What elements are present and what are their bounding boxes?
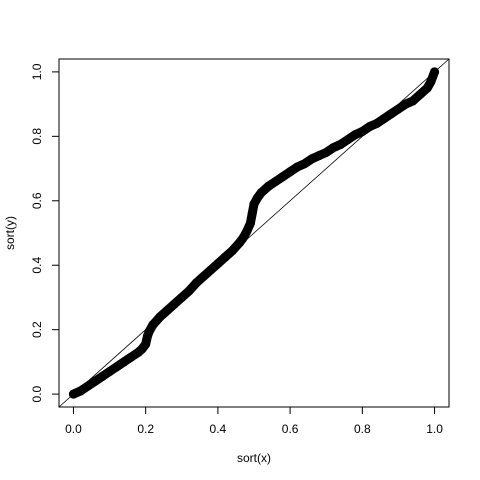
point [83,381,93,391]
point [393,104,403,114]
point [343,135,353,145]
point [307,154,317,164]
x-tick-label: 1.0 [426,422,443,436]
point [97,371,107,381]
point [365,122,375,132]
point [191,278,201,288]
point [256,188,266,198]
point [141,339,151,349]
point [184,286,194,296]
point [350,130,360,140]
point [357,127,367,136]
point [105,367,115,377]
point [430,67,440,77]
point [247,209,257,219]
y-tick-label: 0.2 [30,321,44,338]
point [126,352,136,362]
point [300,159,310,169]
x-tick-label: 0.2 [137,422,154,436]
point [206,265,216,275]
point [328,143,338,153]
y-tick-label: 0.6 [30,192,44,209]
y-tick-label: 0.4 [30,257,44,274]
y-tick-label: 0.8 [30,128,44,145]
point [162,305,172,315]
point [321,147,331,157]
plot-box [58,58,450,408]
point [213,259,223,269]
point [227,246,237,256]
x-tick-label: 0.4 [210,422,227,436]
point [292,162,302,172]
x-axis-label: sort(x) [237,451,271,465]
point [386,109,396,119]
y-tick-label: 0.0 [30,385,44,402]
x-tick-label: 0.8 [354,422,371,436]
point [76,386,86,396]
point [401,99,411,109]
point [90,376,100,386]
x-tick-label: 0.6 [282,422,299,436]
point [112,362,122,372]
point [271,176,281,186]
point [119,357,129,367]
x-tick-label: 0.0 [65,422,82,436]
point [285,167,295,177]
point [336,139,346,149]
point [415,89,425,99]
point [408,96,418,106]
point [170,299,180,309]
point [278,172,288,182]
point [155,312,165,322]
point [220,252,230,262]
point [426,77,436,87]
y-tick-label: 1.0 [30,63,44,80]
y-axis-label: sort(y) [3,216,17,250]
point [177,292,187,302]
point [198,272,208,281]
point [263,181,273,191]
point [245,218,255,228]
point [148,320,158,330]
point [379,114,389,124]
point [372,118,382,128]
point [242,226,252,236]
point [314,151,324,161]
point [68,389,78,399]
